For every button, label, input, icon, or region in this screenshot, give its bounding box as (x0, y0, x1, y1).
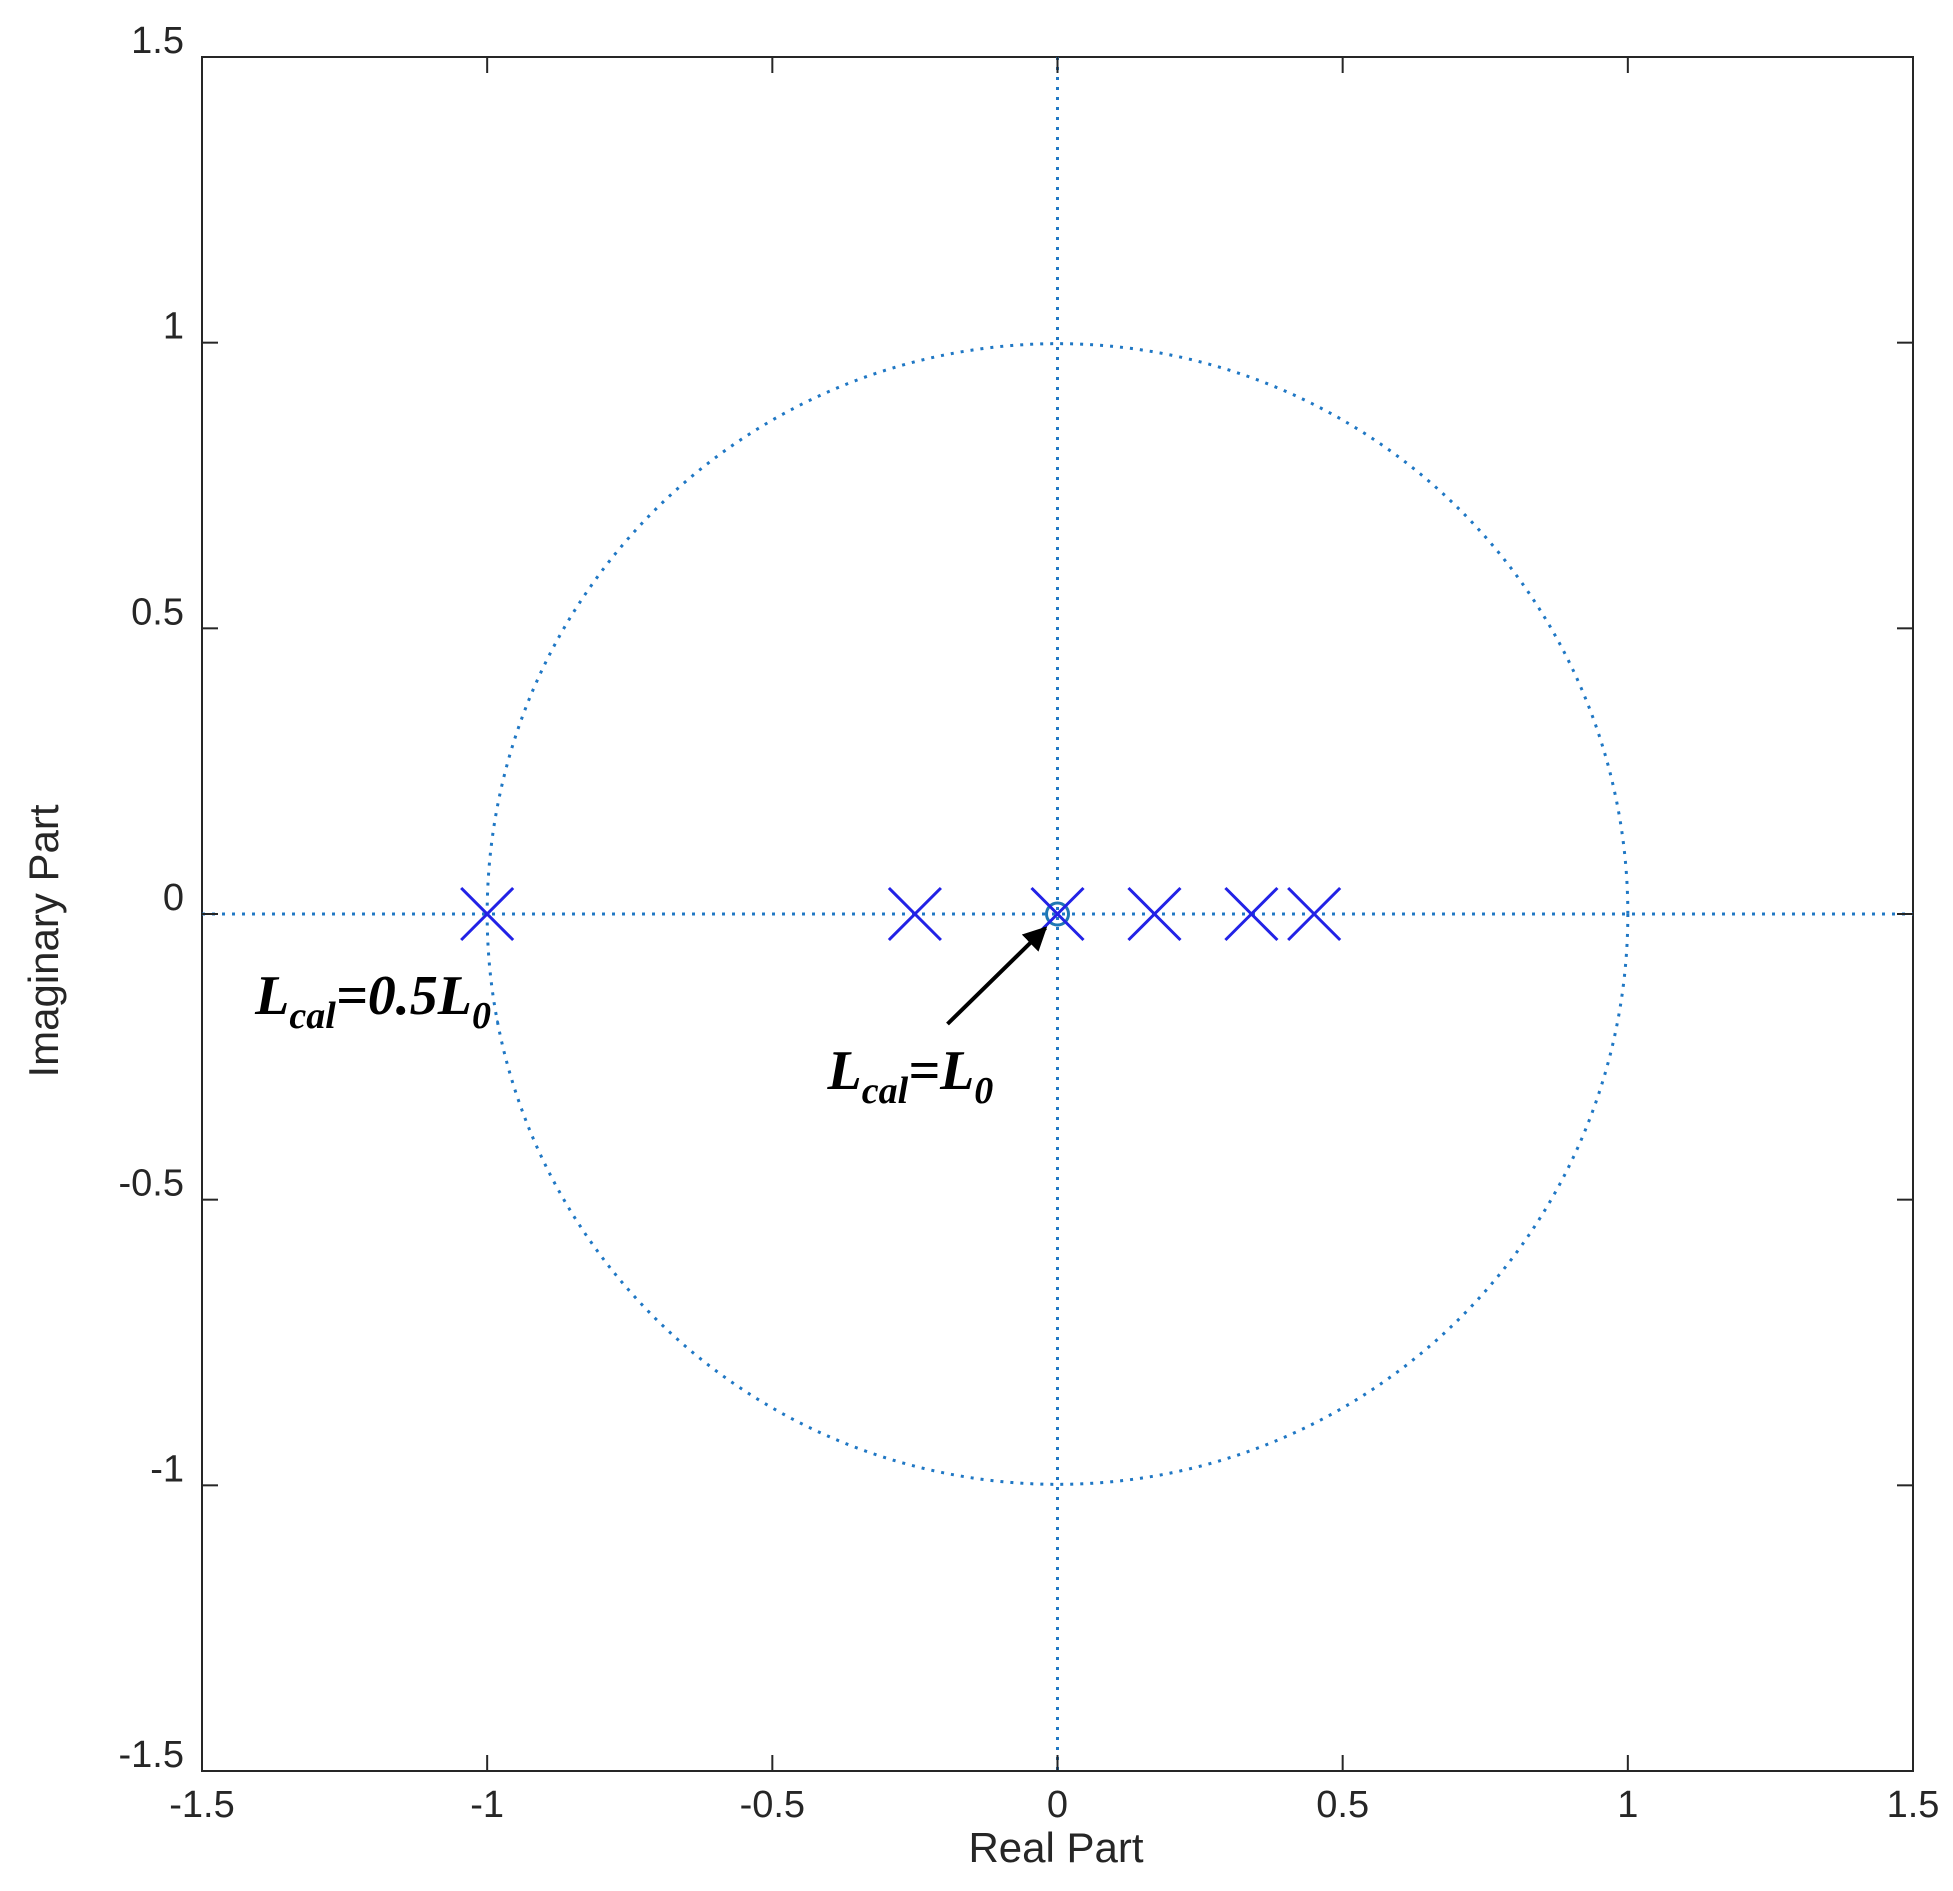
annotation-half: Lcal=0.5L0 (254, 965, 491, 1037)
x-tick-label: 0.5 (1316, 1784, 1369, 1826)
pole-marker (887, 886, 942, 942)
pole-marker (460, 886, 515, 942)
annot-base: L (827, 1040, 862, 1102)
pole-stroke (460, 886, 515, 942)
x-tick-label: 1.5 (1887, 1784, 1940, 1826)
x-tick-label: 0 (1047, 1784, 1068, 1826)
x-tick-label: -1.5 (169, 1784, 234, 1826)
y-tick-label: 0.5 (131, 591, 184, 633)
annot-sub2: 0 (472, 995, 491, 1037)
zero-marker (1045, 901, 1070, 927)
y-tick-label: 0 (163, 877, 184, 919)
y-axis-label: Imaginary Part (20, 804, 67, 1077)
annot-base: L (254, 965, 289, 1027)
y-tick-label: -1.5 (119, 1734, 184, 1776)
pole-marker (1287, 886, 1342, 942)
y-tick-label: 1.5 (131, 20, 184, 62)
annotation-arrow (946, 926, 1048, 1026)
pole-stroke (887, 886, 942, 942)
y-tick-label: -0.5 (119, 1163, 184, 1205)
y-tick-label: 1 (163, 306, 184, 348)
y-tick-label: -1 (150, 1448, 184, 1490)
annotation-full: Lcal=L0 (827, 1040, 994, 1112)
x-axis: -1.5 -1 -0.5 0 0.5 1 1.5 (169, 57, 1939, 1826)
annot-sub: cal (862, 1070, 909, 1112)
x-tick-label: -0.5 (740, 1784, 805, 1826)
pole-stroke (1224, 886, 1279, 942)
y-axis: -1.5 -1 -0.5 0 0.5 1 1.5 (119, 20, 1913, 1776)
pole-marker (1127, 886, 1182, 942)
annot-sub2: 0 (974, 1070, 993, 1112)
annot-sub: cal (289, 995, 336, 1037)
pole-stroke (1287, 886, 1342, 942)
pole-stroke (1127, 886, 1182, 942)
annot-mid: =L (908, 1040, 974, 1102)
x-tick-label: 1 (1617, 1784, 1638, 1826)
pole-marker (1224, 886, 1279, 942)
annot-mid: =0.5L (336, 965, 472, 1027)
plot-area (201, 56, 1914, 1772)
x-tick-label: -1 (470, 1784, 504, 1826)
x-axis-label: Real Part (968, 1824, 1143, 1871)
